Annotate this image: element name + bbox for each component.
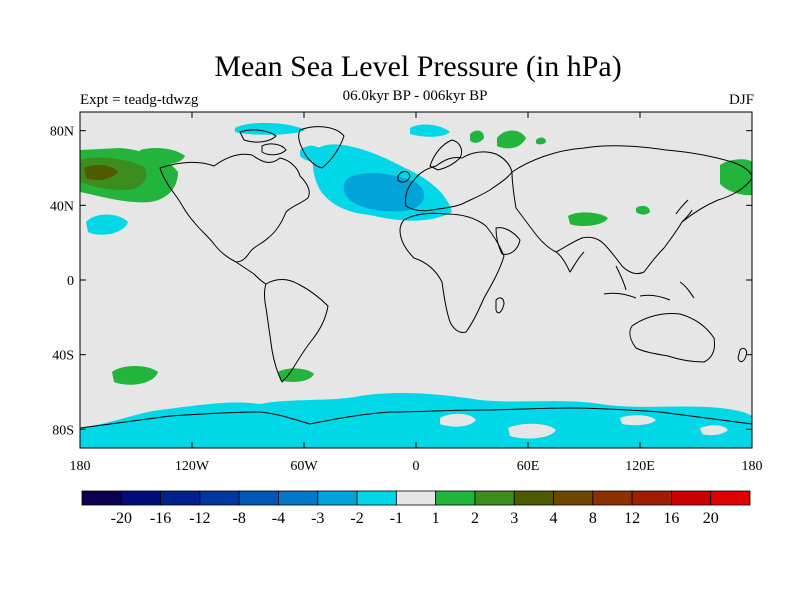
coast-south-america xyxy=(264,279,329,383)
colorbar-swatch xyxy=(278,490,319,506)
patagonia-positive-patch xyxy=(278,368,314,382)
colorbar-label: -3 xyxy=(311,510,324,527)
colorbar-label: -4 xyxy=(272,510,285,527)
coastlines xyxy=(79,126,753,429)
coast-central-america xyxy=(235,261,267,285)
colorbar-swatch xyxy=(356,490,397,506)
colorbar-swatch xyxy=(513,490,554,506)
colorbar-label: 16 xyxy=(663,510,679,527)
colorbar-swatch xyxy=(199,490,240,506)
map-background xyxy=(80,112,752,448)
x-tick-label: 180 xyxy=(742,459,763,474)
southern-ocean-negative-patch xyxy=(80,393,752,448)
north-pacific-negative-patch xyxy=(86,214,128,235)
coast-canadian-archipelago xyxy=(239,129,287,156)
x-tick-label: 120W xyxy=(175,459,210,474)
colorbar-label: -2 xyxy=(350,510,363,527)
colorbar-label: 8 xyxy=(589,510,597,527)
colorbar xyxy=(81,490,751,506)
arctic-negative-patch-1 xyxy=(410,124,450,137)
colorbar-label: -16 xyxy=(150,510,171,527)
y-tick-label: 0 xyxy=(67,274,74,289)
colorbar-label: -8 xyxy=(233,510,246,527)
colorbar-swatch xyxy=(317,490,358,506)
y-tick-label: 80N xyxy=(50,125,74,140)
coast-asia xyxy=(511,145,753,275)
colorbar-swatch xyxy=(395,490,437,506)
colorbar-label: 4 xyxy=(550,510,558,527)
antarctic-interior-gap-3 xyxy=(620,415,656,426)
colorbar-swatch xyxy=(631,490,672,506)
siberia-positive-patch xyxy=(720,159,752,196)
colorbar-labels: -20 -16 -12 -8 -4 -3 -2 -1 1 2 3 4 8 12 16 20 xyxy=(111,510,719,527)
coast-arabia xyxy=(495,227,521,255)
x-tick-label: 0 xyxy=(413,459,420,474)
coast-new-zealand xyxy=(737,347,747,363)
colorbar-label: -20 xyxy=(111,510,132,527)
y-axis: 80N 40N 0 40S 80S xyxy=(50,125,752,438)
experiment-label: Expt = teadg-tdwzg xyxy=(80,92,199,108)
x-axis: 180 120W 60W 0 60E 120E 180 xyxy=(70,112,763,474)
colorbar-swatch xyxy=(238,490,279,506)
colorbar-swatch xyxy=(474,490,515,506)
y-tick-label: 40N xyxy=(50,199,74,214)
central-asia-positive-patch xyxy=(568,212,608,226)
colorbar-label: -1 xyxy=(390,510,403,527)
coast-europe xyxy=(405,151,513,212)
colorbar-label: -12 xyxy=(189,510,210,527)
colorbar-label: 20 xyxy=(703,510,719,527)
colorbar-swatch xyxy=(710,490,751,506)
colorbar-swatch xyxy=(671,490,712,506)
south-pacific-positive-patch xyxy=(112,366,158,385)
antarctic-interior-gap-1 xyxy=(440,413,476,427)
season-label: DJF xyxy=(728,92,754,108)
y-tick-label: 80S xyxy=(52,423,74,438)
coast-japan xyxy=(675,199,693,223)
coast-antarctica xyxy=(79,407,753,429)
anomaly-patches xyxy=(80,122,752,448)
arctic-negative-patch-2 xyxy=(235,122,305,135)
north-pacific-core-patch xyxy=(84,164,118,180)
alaska-positive-patch xyxy=(140,148,185,165)
colorbar-label: 12 xyxy=(624,510,640,527)
x-tick-label: 180 xyxy=(70,459,91,474)
map-title: Mean Sea Level Pressure (in hPa) xyxy=(214,50,622,83)
colorbar-swatch xyxy=(435,490,476,506)
x-tick-label: 120E xyxy=(625,459,655,474)
arctic-positive-patch-2 xyxy=(497,130,526,149)
colorbar-swatch xyxy=(120,490,161,506)
coast-india xyxy=(555,251,585,273)
coast-southeast-asia xyxy=(603,265,695,301)
coast-scandinavia xyxy=(429,139,463,171)
colorbar-swatch xyxy=(592,490,633,506)
arctic-positive-patch-1 xyxy=(470,130,484,143)
y-tick-label: 40S xyxy=(52,349,74,364)
coast-north-america xyxy=(159,153,310,263)
colorbar-swatch xyxy=(553,490,594,506)
arctic-positive-patch-3 xyxy=(536,137,546,145)
north-atlantic-strong-negative-patch xyxy=(343,173,425,212)
coast-greenland xyxy=(298,126,345,169)
antarctic-interior-gap-4 xyxy=(700,425,728,436)
coast-madagascar xyxy=(495,297,505,314)
coast-british-isles xyxy=(397,171,411,183)
x-tick-label: 60E xyxy=(517,459,540,474)
colorbar-label: 3 xyxy=(510,510,518,527)
coast-australia xyxy=(629,313,715,363)
greenland-negative-patch xyxy=(300,145,325,162)
x-tick-label: 60W xyxy=(290,459,318,474)
map-subtitle: 06.0kyr BP - 006kyr BP xyxy=(342,88,488,104)
coast-africa xyxy=(399,212,505,333)
colorbar-swatch xyxy=(81,490,122,506)
colorbar-label: 2 xyxy=(471,510,479,527)
antarctic-interior-gap-2 xyxy=(508,423,556,439)
china-positive-patch xyxy=(636,205,650,215)
colorbar-swatch xyxy=(160,490,201,506)
colorbar-label: 1 xyxy=(432,510,440,527)
